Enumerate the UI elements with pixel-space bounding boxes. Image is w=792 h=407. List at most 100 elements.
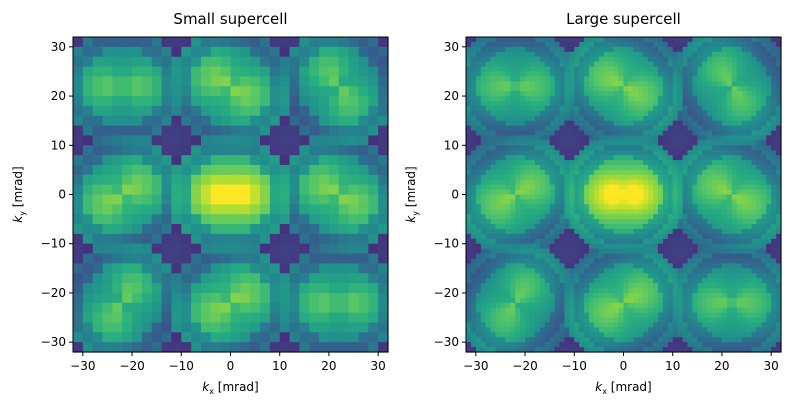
heat-cell (240, 184, 251, 196)
heat-cell (653, 51, 659, 58)
heat-cell (525, 312, 531, 319)
heat-cell (667, 307, 674, 314)
heat-cell (525, 214, 531, 220)
heat-cell (776, 150, 782, 156)
heat-cell (569, 302, 575, 309)
heat-cell (726, 258, 733, 265)
heat-cell (628, 41, 634, 48)
heat-cell (554, 189, 561, 196)
heat-cell (141, 96, 153, 107)
heat-cell (549, 209, 556, 215)
heat-cell (653, 110, 659, 117)
heat-cell (485, 76, 492, 82)
heat-cell (500, 86, 506, 92)
heat-cell (756, 110, 762, 117)
heat-cell (260, 194, 271, 205)
heat-cell (319, 46, 330, 58)
heat-cell (638, 307, 644, 314)
heat-cell (726, 219, 733, 225)
heat-cell (210, 86, 222, 97)
heat-cell (539, 253, 546, 260)
heat-cell (309, 243, 320, 255)
heat-cell (319, 253, 330, 265)
heat-cell (717, 46, 723, 53)
heat-cell (368, 204, 379, 215)
heat-cell (692, 130, 698, 137)
heat-cell (697, 224, 703, 230)
heat-cell (662, 228, 669, 235)
heat-cell (633, 110, 639, 117)
heat-cell (260, 283, 271, 294)
heat-cell (603, 155, 610, 161)
heat-cell (593, 332, 600, 338)
heat-cell (589, 189, 595, 196)
heat-cell (677, 273, 684, 279)
heat-cell (692, 238, 698, 245)
heat-cell (682, 145, 689, 151)
heat-cell (741, 327, 748, 333)
heat-cell (633, 125, 639, 132)
heat-cell (697, 194, 703, 201)
heat-cell (525, 130, 531, 137)
heat-cell (112, 224, 123, 235)
heat-cell (161, 125, 173, 137)
heat-cell (279, 253, 291, 265)
heat-cell (731, 96, 738, 102)
heat-cell (584, 174, 590, 181)
heat-cell (240, 115, 251, 127)
heat-cell (480, 238, 487, 245)
heat-cell (736, 214, 743, 220)
heat-cell (171, 145, 182, 156)
heat-cell (731, 130, 738, 137)
heat-cell (667, 155, 674, 161)
heat-cell (539, 140, 546, 146)
heat-cell (736, 332, 743, 338)
heat-cell (603, 66, 610, 73)
heat-cell (657, 160, 664, 166)
heat-cell (677, 297, 684, 304)
heat-cell (112, 96, 123, 107)
heat-cell (633, 278, 639, 284)
heat-cell (608, 219, 615, 225)
heat-cell (358, 194, 369, 205)
heat-cell (721, 66, 728, 73)
heat-cell (697, 228, 703, 235)
heat-cell (751, 332, 757, 338)
heat-cell (279, 204, 291, 215)
heat-cell (210, 243, 222, 255)
heat-cell (559, 283, 566, 289)
heat-cell (574, 96, 580, 102)
heat-cell (73, 312, 84, 324)
heat-cell (328, 86, 340, 97)
heat-cell (687, 115, 694, 122)
heat-cell (490, 51, 497, 58)
heat-cell (628, 56, 634, 63)
heat-cell (618, 46, 625, 53)
heat-cell (633, 243, 639, 250)
heat-cell (657, 86, 664, 92)
heat-cell (628, 204, 634, 210)
heat-cell (648, 96, 654, 102)
heat-cell (485, 51, 492, 58)
heat-cell (510, 174, 516, 181)
heat-cell (490, 224, 497, 230)
heat-cell (697, 209, 703, 215)
heat-cell (712, 61, 718, 68)
heat-cell (731, 268, 738, 274)
heat-cell (721, 81, 728, 87)
heat-cell (726, 46, 733, 53)
heat-cell (475, 179, 482, 186)
heat-cell (608, 278, 615, 284)
heat-cell (598, 332, 605, 338)
heat-cell (756, 278, 762, 284)
heat-cell (525, 169, 531, 176)
heat-cell (751, 184, 757, 191)
heat-cell (505, 302, 511, 309)
heat-cell (593, 145, 600, 151)
heat-cell (569, 317, 575, 324)
heat-cell (653, 209, 659, 215)
heat-cell (697, 307, 703, 314)
heat-cell (299, 283, 310, 294)
heat-cell (603, 174, 610, 181)
heat-cell (544, 66, 551, 73)
